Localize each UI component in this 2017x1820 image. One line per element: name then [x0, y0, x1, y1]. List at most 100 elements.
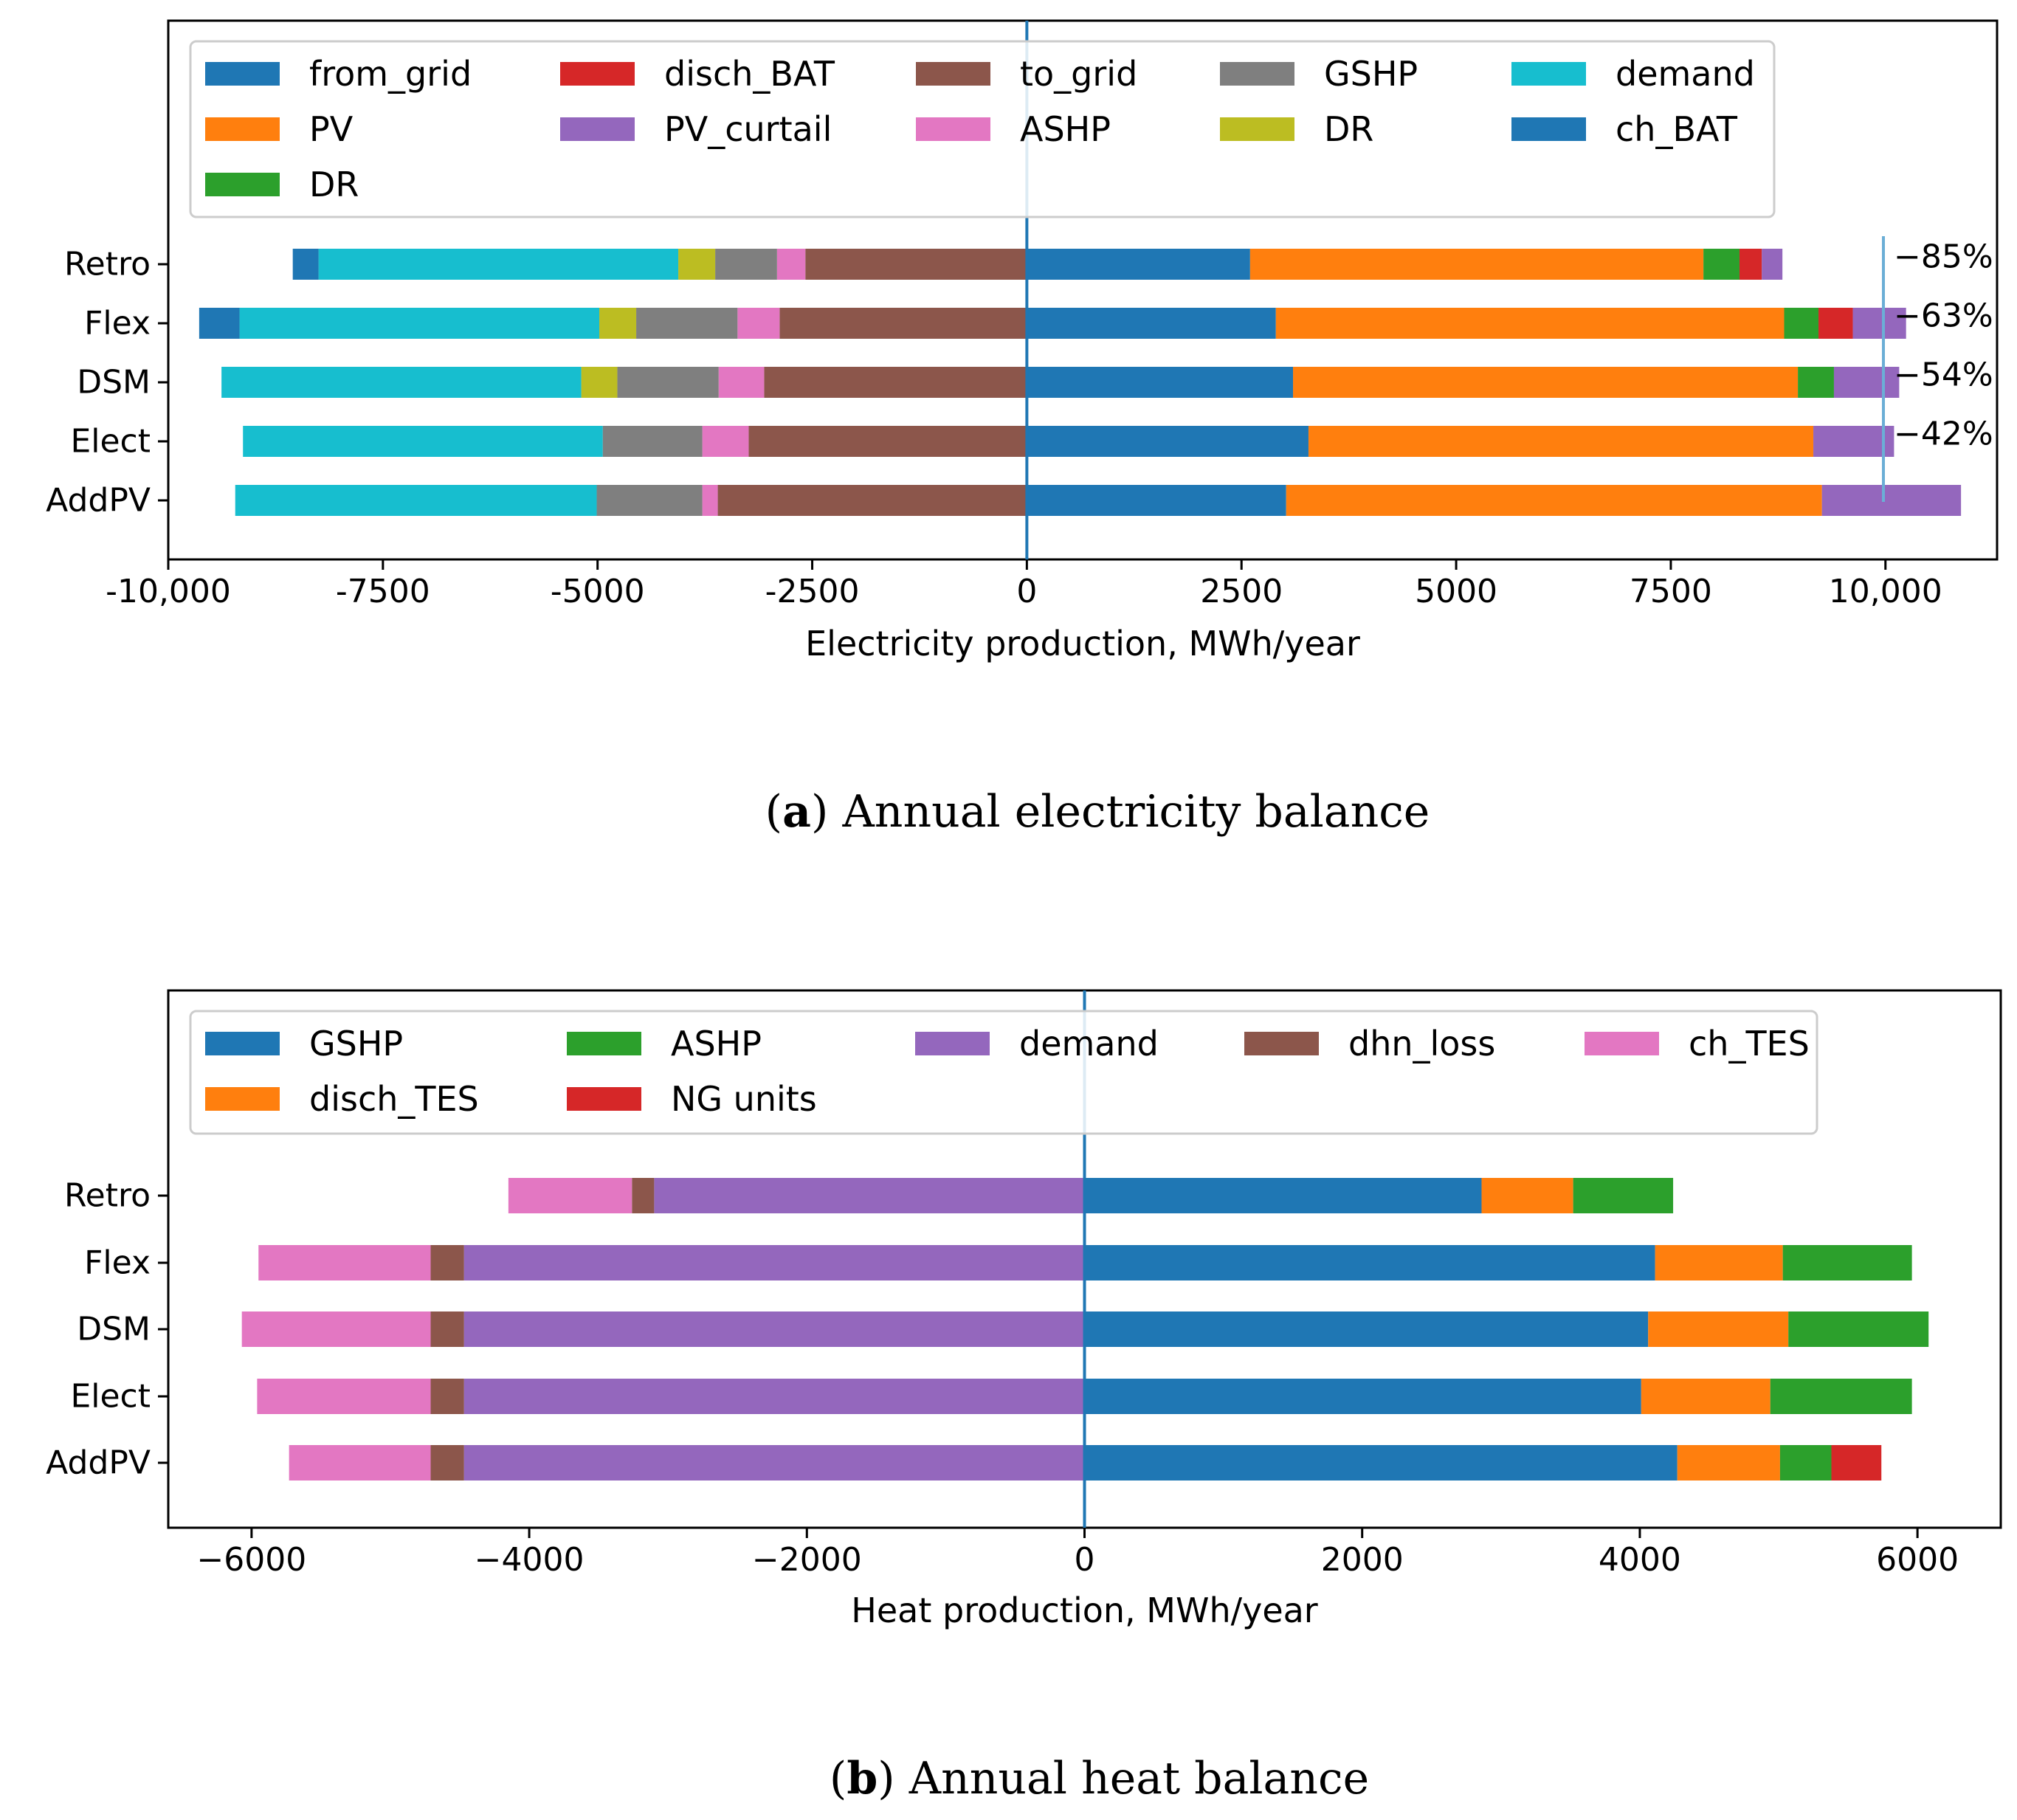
legend-swatch-ng-units [567, 1087, 641, 1111]
legend-label-from-grid: from_grid [309, 54, 472, 94]
bar-dsm-dr-negative [581, 367, 618, 398]
legend-label-ch-bat: ch_BAT [1616, 109, 1738, 149]
bar-dsm-to-grid-negative [764, 367, 1027, 398]
bar-elect-dhn-loss-negative [430, 1379, 464, 1414]
bar-elect-ashp-positive [1770, 1379, 1912, 1414]
bar-flex-ashp-positive [1782, 1245, 1912, 1280]
bar-dsm-ch-tes-negative [241, 1311, 431, 1347]
legend-swatch-pv [205, 117, 280, 141]
reduction-label-flex: −63% [1894, 297, 1993, 335]
bar-addpv-ng-units-positive [1831, 1445, 1882, 1481]
legend-swatch-demand [915, 1032, 990, 1055]
x-tick-label: 2500 [1200, 573, 1283, 610]
caption-label: b [847, 1753, 878, 1805]
bar-addpv-from-grid-positive [1027, 485, 1286, 516]
figure-caption: (b) Annual heat balance [830, 1753, 1369, 1805]
legend-label-dr-pos: DR [309, 165, 359, 204]
y-tick-label: Flex [84, 1244, 151, 1282]
bar-dsm-ashp-positive [1788, 1311, 1929, 1347]
bar-retro-pv-positive [1249, 249, 1704, 280]
legend-label-ashp: ASHP [671, 1024, 762, 1064]
bar-dsm-disch-tes-positive [1648, 1311, 1789, 1347]
bar-retro-ch-tes-negative [508, 1178, 632, 1213]
legend-label-gshp: GSHP [309, 1024, 403, 1064]
bar-dsm-gshp-positive [1084, 1311, 1649, 1347]
legend-swatch-ashp [567, 1032, 641, 1055]
bar-retro-dr-positive [1703, 249, 1740, 280]
x-tick-label: 10,000 [1829, 573, 1942, 610]
bar-flex-gshp-negative [636, 308, 738, 339]
bar-retro-dhn-loss-negative [632, 1178, 655, 1213]
caption-text: Annual electricity balance [841, 786, 1430, 838]
bar-elect-pv-positive [1308, 426, 1814, 457]
bar-flex-gshp-positive [1084, 1245, 1655, 1280]
bar-flex-disch-bat-positive [1818, 308, 1853, 339]
bar-elect-ch-tes-negative [257, 1379, 431, 1414]
y-tick-label: Elect [70, 423, 151, 461]
x-tick-label: 6000 [1876, 1541, 1959, 1579]
y-tick-label: AddPV [46, 1444, 151, 1482]
bars [199, 249, 1962, 516]
bar-flex-ch-tes-negative [258, 1245, 431, 1280]
bar-retro-from-grid-positive [1027, 249, 1250, 280]
legend-swatch-dr-neg [1220, 117, 1294, 141]
legend-label-ashp: ASHP [1020, 109, 1111, 149]
bar-retro-demand-negative [654, 1178, 1085, 1213]
bar-elect-from-grid-positive [1027, 426, 1309, 457]
legend-label-disch-tes: disch_TES [309, 1079, 479, 1119]
legend-swatch-demand [1511, 62, 1586, 86]
y-tick-label: Retro [64, 246, 151, 283]
reduction-label-retro: −85% [1894, 238, 1993, 276]
y-tick-label: Elect [70, 1378, 151, 1416]
bar-elect-gshp-negative [602, 426, 703, 457]
caption-text: Annual heat balance [908, 1753, 1369, 1805]
legend-swatch-discharge-bat [560, 62, 635, 86]
x-tick-label: -2500 [765, 573, 860, 610]
bar-dsm-demand-negative [221, 367, 582, 398]
bar-addpv-pv-curtail-positive [1821, 485, 1962, 516]
x-tick-label: -10,000 [106, 573, 231, 610]
bar-retro-gshp-positive [1084, 1178, 1482, 1213]
legend-swatch-ch-bat [1511, 117, 1586, 141]
bar-retro-pv-curtail-positive [1762, 249, 1783, 280]
bar-flex-disch-tes-positive [1655, 1245, 1783, 1280]
x-tick-label: -5000 [551, 573, 645, 610]
bar-addpv-dhn-loss-negative [430, 1445, 464, 1481]
legend-label-pv: PV [309, 109, 354, 149]
bar-addpv-gshp-positive [1084, 1445, 1678, 1481]
legend-label-demand: demand [1616, 54, 1755, 94]
bar-retro-ch-bat-negative [292, 249, 319, 280]
bar-flex-ashp-negative [737, 308, 780, 339]
x-tick-label: −6000 [196, 1541, 306, 1579]
legend-swatch-ashp [916, 117, 990, 141]
chart-a: Retro Flex DSM Elect AddPV -10,000 -7500 -5000 -… [46, 19, 1999, 838]
bar-flex-pv-positive [1275, 308, 1785, 339]
x-tick-label: 0 [1075, 1541, 1095, 1579]
bar-retro-disch-bat-positive [1739, 249, 1762, 280]
x-axis-label: Electricity production, MWh/year [805, 624, 1360, 663]
bar-elect-ashp-negative [702, 426, 749, 457]
bar-flex-ch-bat-negative [199, 308, 240, 339]
bar-dsm-ashp-negative [718, 367, 765, 398]
y-tick-label: AddPV [46, 482, 151, 520]
reduction-label-elect: −42% [1894, 416, 1993, 453]
legend-label-discharge-bat: disch_BAT [664, 54, 835, 94]
bar-elect-disch-tes-positive [1641, 1379, 1771, 1414]
legend-swatch-pv-curtail [560, 117, 635, 141]
bar-flex-dr-negative [599, 308, 637, 339]
bar-elect-pv-curtail-positive [1813, 426, 1894, 457]
reduction-label-dsm: −54% [1894, 356, 1993, 394]
bar-elect-demand-negative [243, 426, 603, 457]
chart-b: Retro Flex DSM Elect AddPV −6000 −4000 −2000 0 20… [46, 989, 2002, 1805]
x-tick-label: 0 [1016, 573, 1037, 610]
y-tick-label: Retro [64, 1177, 151, 1215]
bar-addpv-pv-positive [1286, 485, 1822, 516]
bar-flex-dhn-loss-negative [430, 1245, 464, 1280]
caption-open-paren: ( [765, 786, 782, 838]
caption-label: a [782, 786, 811, 838]
bar-addpv-disch-tes-positive [1677, 1445, 1780, 1481]
caption-close-paren: ) [878, 1753, 908, 1805]
caption-close-paren: ) [811, 786, 842, 838]
legend-label-gshp: GSHP [1324, 54, 1418, 94]
